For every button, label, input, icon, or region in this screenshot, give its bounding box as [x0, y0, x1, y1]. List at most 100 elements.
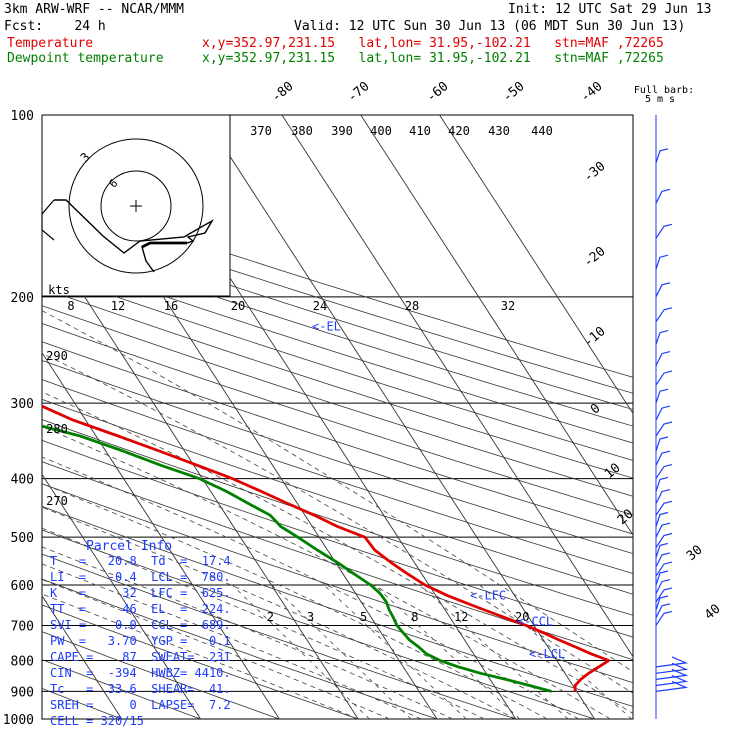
dry-adiabat-line [42, 341, 633, 535]
wind-barb [655, 656, 689, 668]
wind-barb [655, 464, 673, 479]
mixing-ratio-label: 8 [411, 610, 418, 624]
dry-adiabat-line [42, 483, 633, 684]
isotherm-label: -20 [581, 244, 609, 271]
pressure-label: 1000 [3, 713, 34, 728]
mixing-ratio-line [323, 584, 467, 719]
parcel-info-row: LI = -0.4 LCL = 780. [50, 570, 231, 584]
valid-time: Valid: 12 UTC Sun 30 Jun 13 (06 MDT Sun … [294, 19, 686, 34]
theta-label: 380 [291, 124, 313, 138]
moist-adiabat-line [42, 310, 633, 673]
wind-barb [655, 542, 669, 558]
wind-barb [655, 370, 673, 386]
parcel-info-title: Parcel Info [86, 539, 173, 554]
theta-label: 280 [46, 422, 68, 436]
dry-adiabat-line [42, 270, 633, 461]
mixing-ratio-line [479, 584, 633, 719]
theta-label: 420 [448, 124, 470, 138]
dry-adiabat-line [42, 659, 202, 719]
dry-adiabat-line [42, 305, 633, 497]
wind-barb [655, 522, 671, 538]
dry-adiabat-line [42, 206, 633, 394]
isotherm-line [42, 595, 123, 719]
wind-barb [655, 511, 669, 527]
isotherm-line [42, 351, 280, 719]
wind-barb [655, 500, 673, 516]
dry-adiabat-line [42, 222, 633, 410]
moist-adiabat-line [42, 593, 359, 719]
wind-barb [655, 351, 671, 366]
dry-adiabat-line [42, 237, 633, 427]
pressure-label: 900 [11, 685, 34, 700]
theta-label: 270 [46, 494, 68, 508]
wind-barb [655, 552, 671, 568]
mixing-ratio-label: 5 [360, 610, 367, 624]
isotherm-label: -60 [424, 79, 452, 106]
forecast-hour: Fcst: 24 h [4, 19, 106, 34]
hodograph-speed-label: 24 [313, 299, 327, 313]
pressure-label: 200 [11, 291, 34, 306]
hodograph-speed-label: 8 [67, 299, 74, 313]
wind-barb [655, 388, 669, 404]
isotherm-line [439, 115, 633, 415]
wind-barb [655, 436, 669, 452]
parcel-info-row: TT = 46 EL = 224. [50, 602, 231, 616]
isotherm-label: -40 [578, 79, 606, 106]
parcel-info-row: PW = 3.70 YGP = 0.1 [50, 634, 231, 648]
dry-adiabat-line [42, 287, 633, 479]
wind-barb [655, 579, 671, 594]
moist-adiabat-line [42, 426, 611, 719]
wind-barb [655, 595, 669, 611]
isotherm-line [281, 115, 633, 658]
hodograph-speed-label: 16 [164, 299, 178, 313]
hodograph-speed-label: 20 [231, 299, 245, 313]
isotherm-line [202, 115, 595, 719]
wind-barb [655, 330, 669, 345]
moist-adiabat-line [42, 352, 633, 694]
parcel-info-row: T = 20.8 Td = 17.4 [50, 554, 231, 568]
wind-barb [655, 307, 673, 323]
moist-adiabat-line [42, 506, 516, 719]
wind-barb [655, 610, 673, 626]
pressure-label: 700 [11, 619, 34, 634]
dry-adiabat-line [42, 553, 518, 719]
isotherm-label: -70 [345, 79, 373, 106]
hodograph-ring [100, 170, 172, 242]
pressure-label: 400 [11, 473, 34, 488]
dry-adiabat-line [42, 505, 633, 707]
model-title: 3km ARW-WRF -- NCAR/MMM [4, 2, 185, 17]
wind-barb [655, 188, 671, 204]
dry-adiabat-line [42, 323, 633, 516]
parcel-info-row: SREH = 0 LAPSE= 7.2 [50, 698, 231, 712]
pressure-label: 500 [11, 531, 34, 546]
wind-barb [655, 489, 671, 504]
mixing-ratio-line [419, 584, 569, 719]
isotherm-label: 30 [684, 543, 706, 565]
wind-barb [655, 532, 673, 548]
mixing-ratio-label: 2 [267, 610, 274, 624]
pressure-label: 300 [11, 397, 34, 412]
wind-barb [655, 421, 673, 437]
hodograph-trace-upper [41, 199, 55, 241]
isotherm-line [360, 115, 633, 536]
dewpoint-profile-line [42, 424, 552, 693]
theta-label: 290 [46, 349, 68, 363]
parcel-info-row: CAPE = 87 SWEAT= 231 [50, 650, 231, 664]
barb-legend-label: Full barb: [634, 85, 694, 96]
level-annotation: <-LFC [470, 589, 506, 603]
mixing-ratio-label: 3 [307, 610, 314, 624]
mixing-ratio-line [374, 584, 521, 719]
wind-barb [655, 662, 689, 674]
level-annotation: <-CCL [517, 614, 553, 628]
parcel-info-row: SVI = 0.0 CCL = 689. [50, 618, 231, 632]
pressure-label: 800 [11, 654, 34, 669]
dry-adiabat-line [42, 631, 281, 719]
isotherm-label: -30 [581, 159, 609, 186]
legend-dewpoint: Dewpoint temperature [7, 51, 164, 66]
theta-label: 410 [409, 124, 431, 138]
moist-adiabat-line [42, 483, 548, 719]
legend-temperature: Temperature [7, 36, 94, 51]
theta-label: 440 [531, 124, 553, 138]
mixing-ratio-label: 12 [454, 610, 468, 624]
